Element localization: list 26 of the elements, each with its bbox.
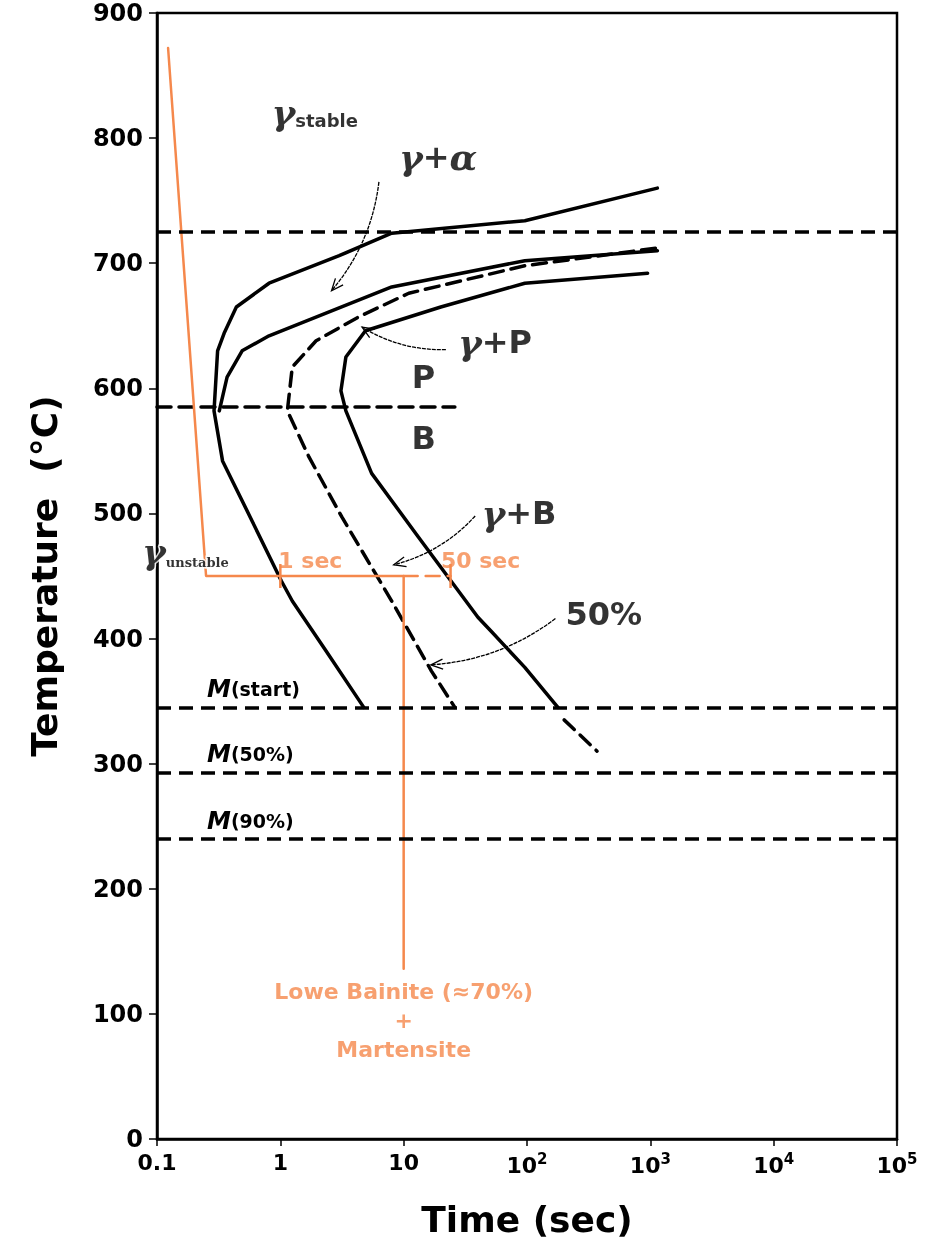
annotation: γ+α — [398, 135, 478, 178]
annotation: 50% — [565, 594, 643, 633]
annotation: 50 sec — [440, 548, 521, 573]
x-axis-title: Time (sec) — [421, 1198, 633, 1240]
y-tick-label: 400 — [92, 624, 143, 653]
annotation: γstable — [271, 90, 358, 133]
y-tick-label: 100 — [92, 999, 143, 1028]
x-tick-label: 10 — [388, 1149, 419, 1175]
annotation: γ+P — [457, 321, 532, 364]
y-tick-label: 500 — [92, 499, 143, 528]
y-tick-label: 700 — [92, 249, 143, 278]
y-tick-label: 600 — [92, 374, 143, 403]
annotation: B — [411, 419, 436, 458]
y-tick-label: 800 — [92, 124, 143, 153]
y-tick-label: 300 — [92, 749, 143, 778]
y-tick-label: 200 — [92, 874, 143, 903]
y-axis-title: Temperature (°C) — [23, 395, 65, 757]
ref-line-label: M(start) — [207, 675, 300, 704]
ref-line-label: M(50%) — [207, 740, 294, 769]
annotation: P — [411, 358, 436, 397]
annotation: γ+B — [481, 492, 557, 535]
annotation: Lowe Bainite (≈70%) + Martensite — [274, 979, 534, 1063]
x-tick-label: 1 — [272, 1149, 288, 1175]
annotation: 1 sec — [278, 548, 343, 573]
ref-line-label: M(90%) — [207, 806, 294, 835]
y-tick-label: 900 — [92, 0, 143, 27]
